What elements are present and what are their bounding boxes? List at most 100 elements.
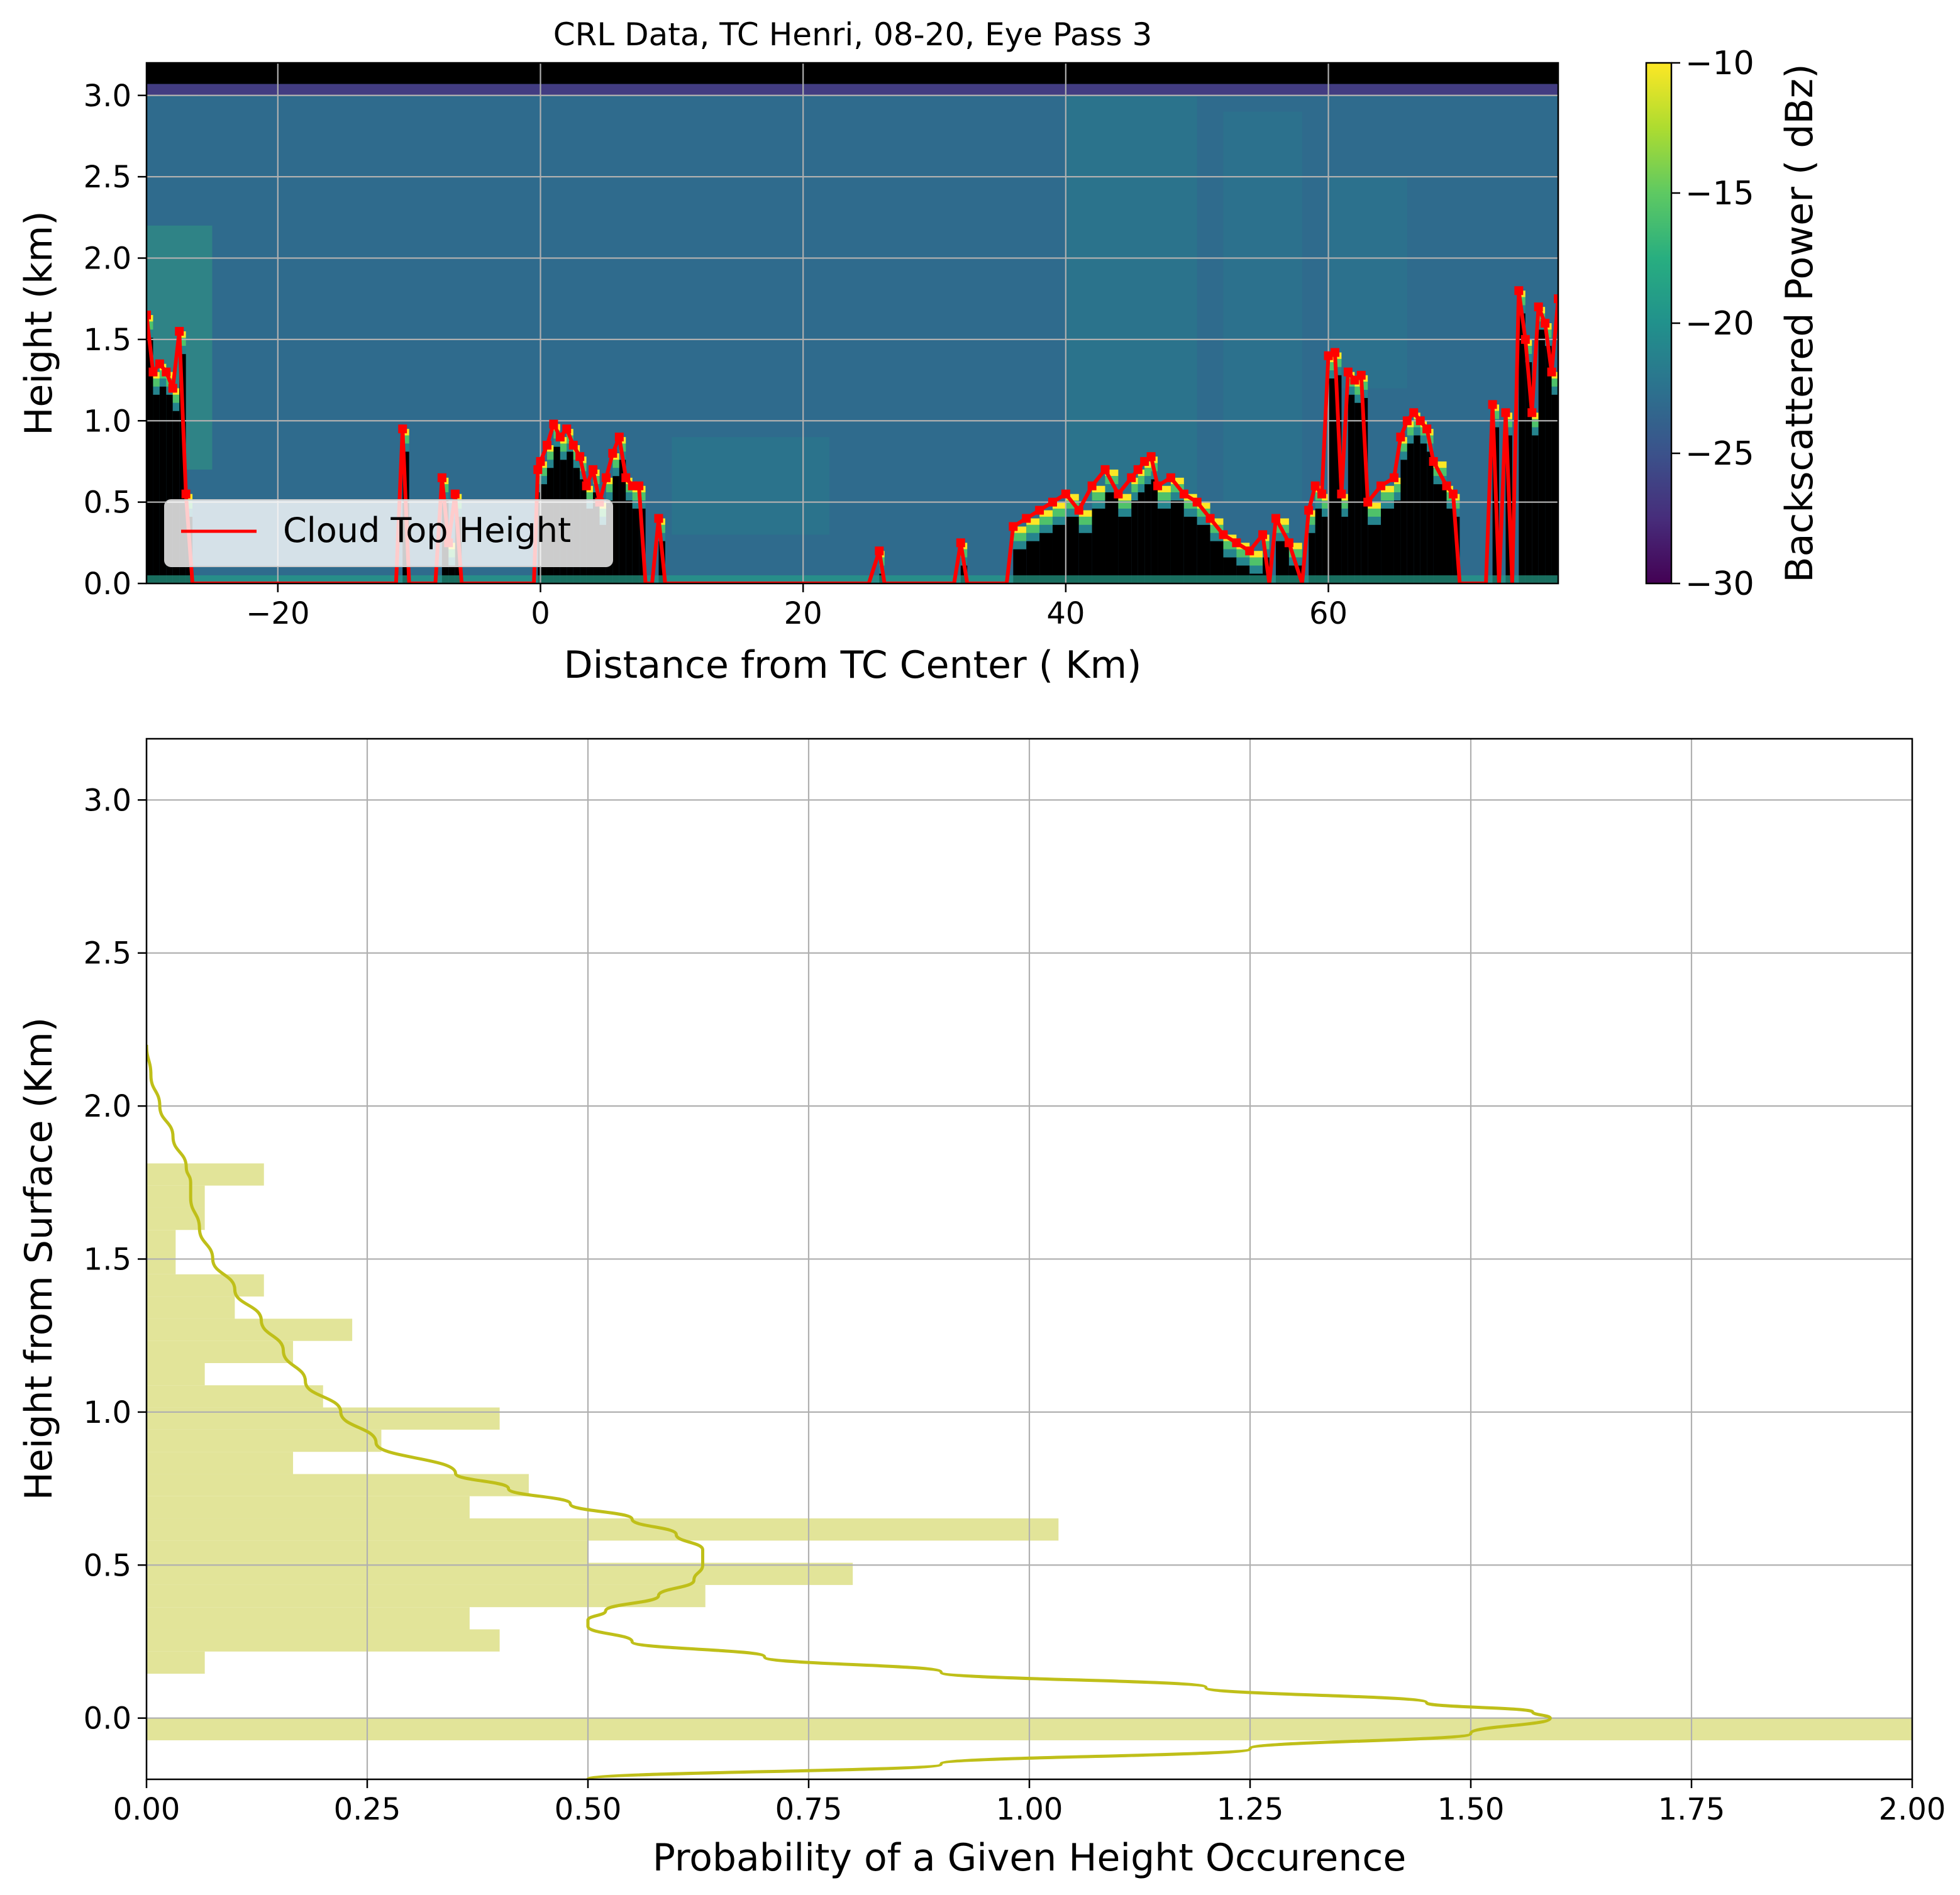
cloud-top-height-point: [1304, 506, 1314, 515]
legend: Cloud Top Height: [164, 499, 613, 567]
cloud-top-height-point: [634, 481, 644, 490]
histogram-bar: [147, 1474, 529, 1496]
cloud-echo-band: [1446, 500, 1453, 509]
cloud-top-height-point: [1192, 497, 1202, 507]
cloud-top-height-point: [168, 384, 177, 393]
attenuated-region: [1276, 541, 1289, 583]
attenuated-region: [1414, 435, 1420, 583]
cloud-top-height-point: [1258, 530, 1268, 539]
cloud-top-height-point: [1232, 538, 1241, 548]
attenuated-region: [1400, 460, 1407, 583]
top-x-tick-label: 0: [531, 596, 550, 631]
attenuated-region: [1532, 435, 1539, 583]
cloud-echo-band: [1551, 378, 1558, 387]
cloud-top-height-point: [555, 433, 565, 442]
cloud-top-height-point: [1271, 514, 1280, 523]
attenuated-region: [1013, 549, 1027, 583]
attenuated-region: [1538, 329, 1546, 583]
cloud-echo-edge: [1249, 551, 1263, 558]
histogram-bar: [147, 1296, 235, 1319]
bottom-x-tick-label: 1.25: [1217, 1792, 1284, 1827]
cloud-echo-band: [632, 500, 639, 509]
surface-echo-band: [147, 575, 1558, 583]
cloud-echo-edge: [1381, 485, 1394, 493]
heatmap-streak: [1065, 95, 1197, 502]
attenuated-region: [1309, 533, 1315, 583]
cloud-echo-band: [1492, 419, 1500, 428]
cloud-top-height-point: [601, 473, 611, 482]
cloud-echo-band: [1381, 492, 1394, 501]
cloud-echo-band: [1334, 367, 1342, 375]
colorbar-tick-label: −15: [1685, 175, 1754, 213]
cloud-echo-band: [1453, 508, 1460, 517]
cloud-echo-edge: [1170, 477, 1184, 485]
cloud-echo-band: [1144, 476, 1151, 485]
attenuated-region: [1151, 479, 1158, 583]
cloud-echo-band: [639, 500, 646, 509]
cloud-echo-band: [1131, 484, 1138, 493]
histogram-bar: [147, 1496, 470, 1519]
bottom-x-tick-label: 0.75: [775, 1792, 843, 1827]
cloud-top-height-point: [1087, 481, 1097, 490]
cloud-top-height-point: [181, 489, 191, 499]
bottom-y-tick-label: 3.0: [84, 783, 131, 818]
cloud-echo-band: [1525, 346, 1532, 355]
cloud-echo-band: [1249, 565, 1263, 574]
histogram-bar: [147, 1363, 205, 1386]
attenuated-region: [1341, 516, 1348, 583]
attenuated-region: [1545, 346, 1552, 583]
attenuated-region: [147, 338, 153, 583]
colorbar-tick-label: −25: [1685, 435, 1754, 473]
attenuated-region: [1354, 402, 1361, 583]
cloud-top-height-point: [1415, 416, 1425, 426]
cloud-echo-band: [1131, 492, 1138, 501]
cloud-top-height-point: [450, 489, 460, 499]
histogram-bar: [147, 1207, 205, 1230]
attenuated-region: [612, 476, 619, 583]
histogram-bar: [147, 1651, 205, 1674]
cloud-top-height-point: [1409, 408, 1419, 417]
cloud-top-height-point: [1337, 489, 1346, 499]
bottom-x-tick-label: 1.00: [996, 1792, 1063, 1827]
cloud-echo-band: [1236, 557, 1250, 566]
cloud-echo-band: [1341, 508, 1348, 517]
histogram-bar: [147, 1185, 205, 1208]
attenuated-region: [1407, 443, 1414, 583]
cloud-echo-band: [612, 460, 619, 468]
top-y-axis-label: Height (km): [17, 211, 61, 435]
cloud-echo-band: [153, 378, 160, 387]
attenuated-region: [626, 500, 633, 583]
attenuated-region: [166, 394, 173, 583]
cloud-echo-edge: [1433, 461, 1447, 468]
cloud-top-height-point: [1127, 473, 1136, 482]
bottom-y-ticks: 0.0 0.5 1.0 1.5 2.0 2.5 3.0: [84, 783, 147, 1737]
bottom-x-ticks: 0.00 0.25 0.50 0.75 1.00 1.25 1.50 1.75 2.00: [113, 1779, 1946, 1827]
bottom-x-tick-label: 2.00: [1879, 1792, 1946, 1827]
cloud-echo-band: [1309, 516, 1315, 525]
attenuated-region: [1368, 524, 1381, 583]
cloud-echo-band: [1013, 533, 1027, 541]
cloud-top-height-point: [1541, 319, 1550, 328]
cloud-echo-band: [1118, 508, 1132, 517]
cloud-top-height-point: [568, 441, 578, 450]
top-y-tick-label: 0.5: [84, 485, 131, 521]
attenuated-region: [1322, 516, 1329, 583]
cloud-top-height-point: [1402, 416, 1412, 426]
cloud-echo-edge: [1078, 510, 1092, 517]
histogram-bar: [147, 1518, 1059, 1541]
cloud-top-height-point: [536, 456, 545, 466]
cloud-echo-band: [1039, 524, 1053, 533]
bottom-x-tick-label: 1.75: [1658, 1792, 1725, 1827]
colorbar-tick-label: −20: [1685, 305, 1754, 343]
attenuated-region: [1420, 443, 1427, 583]
cloud-top-height-point: [155, 359, 164, 368]
cloud-echo-band: [1249, 557, 1263, 566]
histogram-bar: [147, 1274, 264, 1297]
cloud-echo-band: [1453, 500, 1460, 509]
cloud-echo-edge: [1105, 469, 1119, 477]
colorbar: −30 −25 −20 −15 −10 Backscattered Power ( dB…: [1645, 45, 1822, 603]
cloud-echo-band: [1368, 508, 1381, 517]
cloud-top-height-point: [956, 538, 965, 548]
attenuated-region: [1052, 524, 1066, 583]
